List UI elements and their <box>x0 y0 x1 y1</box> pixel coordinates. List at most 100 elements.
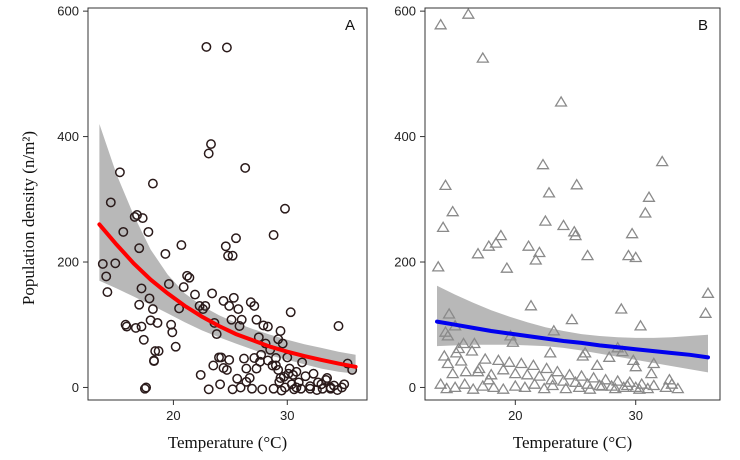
data-point <box>547 324 561 336</box>
data-point <box>614 302 628 314</box>
data-point <box>235 382 246 393</box>
data-point <box>136 321 147 332</box>
data-point <box>559 382 573 394</box>
data-point <box>224 300 235 311</box>
data-point <box>448 381 462 393</box>
data-point <box>572 381 586 393</box>
data-point <box>465 344 479 356</box>
data-point <box>333 321 344 331</box>
panel-b-fit-line <box>435 319 710 360</box>
y-tick-label: 200 <box>57 255 79 270</box>
data-point <box>538 214 553 226</box>
panel-a: 20 30 0 200 400 600 A Temperature (°C) <box>57 4 368 452</box>
data-point <box>240 162 251 173</box>
data-point <box>629 360 643 372</box>
data-point <box>620 379 634 391</box>
data-point <box>454 354 468 366</box>
data-point <box>134 243 145 254</box>
data-point <box>461 7 475 19</box>
data-point <box>293 377 304 388</box>
data-point <box>284 363 295 374</box>
x-tick-label: 30 <box>628 408 642 423</box>
data-point <box>629 251 643 263</box>
data-point <box>431 260 445 272</box>
data-point <box>201 41 212 52</box>
data-point <box>440 382 454 394</box>
data-point <box>514 357 528 369</box>
data-point <box>655 155 669 167</box>
data-point <box>540 362 554 374</box>
data-point <box>476 379 490 391</box>
data-point <box>502 355 516 367</box>
data-point <box>520 368 534 380</box>
data-point <box>132 210 142 220</box>
data-point <box>305 383 316 394</box>
data-point <box>137 213 148 224</box>
data-point <box>249 300 260 311</box>
data-point <box>152 317 163 328</box>
data-point <box>227 384 238 395</box>
data-point <box>167 327 178 338</box>
data-point <box>527 377 542 389</box>
data-point <box>182 270 193 281</box>
data-point <box>698 306 713 318</box>
data-point <box>255 356 265 367</box>
data-point <box>289 384 300 395</box>
data-point <box>580 249 595 261</box>
data-point <box>190 289 200 300</box>
data-point <box>101 271 112 282</box>
data-point <box>141 382 152 393</box>
data-point <box>590 359 604 371</box>
data-point <box>437 349 451 361</box>
data-point <box>247 383 257 394</box>
data-point <box>241 376 252 387</box>
data-point <box>491 354 506 366</box>
panel-b-letter: B <box>698 17 708 34</box>
data-point <box>339 379 350 390</box>
data-point <box>546 379 560 391</box>
data-point <box>466 382 480 394</box>
data-point <box>518 381 532 393</box>
data-point <box>500 261 514 273</box>
data-point <box>110 258 121 269</box>
data-point <box>143 226 154 237</box>
data-point <box>150 346 161 357</box>
data-point <box>200 300 211 311</box>
data-point <box>442 307 456 319</box>
data-point <box>97 258 108 269</box>
data-point <box>236 314 247 325</box>
data-point <box>149 356 159 367</box>
data-point <box>543 346 557 358</box>
data-point <box>441 357 455 369</box>
data-point <box>508 379 522 391</box>
data-point <box>526 359 540 371</box>
data-point <box>160 248 171 259</box>
confidence-band-area <box>99 124 356 374</box>
data-point <box>595 379 609 391</box>
data-point <box>291 382 302 393</box>
data-point <box>436 221 450 233</box>
data-point <box>257 384 268 395</box>
data-point <box>459 365 473 377</box>
panel-a-axes: 20 30 0 200 400 600 <box>57 4 294 423</box>
data-point <box>438 179 453 191</box>
data-point <box>195 369 206 380</box>
data-point <box>226 314 237 325</box>
y-axis-label: Population density (n/m²) <box>19 131 38 305</box>
fit-line <box>435 319 710 360</box>
data-point <box>671 382 685 394</box>
data-point <box>487 381 501 393</box>
panel-a-x-axis-label: Temperature (°C) <box>168 433 287 452</box>
fit-line <box>97 222 358 369</box>
y-tick-label: 600 <box>394 4 416 19</box>
data-point <box>322 373 333 383</box>
data-point <box>227 250 238 261</box>
data-point <box>537 382 551 394</box>
data-point <box>138 334 149 345</box>
data-point <box>506 335 520 347</box>
data-point <box>241 363 252 374</box>
data-point <box>583 382 597 394</box>
data-point <box>642 190 656 202</box>
y-tick-label: 0 <box>72 380 79 395</box>
data-point <box>280 203 290 214</box>
